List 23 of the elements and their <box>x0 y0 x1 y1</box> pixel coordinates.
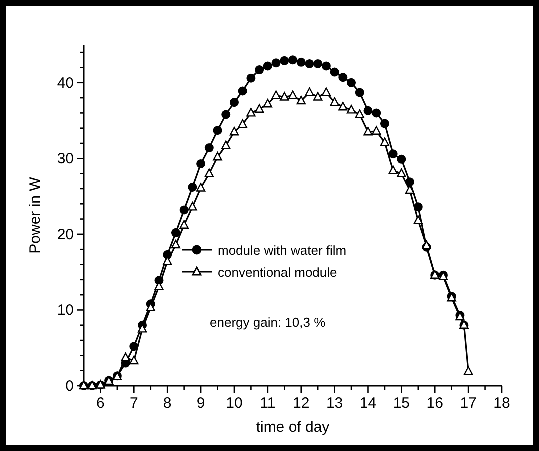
legend-label: conventional module <box>218 265 338 280</box>
x-tick-label: 6 <box>96 395 105 412</box>
x-tick-label: 10 <box>226 395 243 412</box>
x-tick-label: 13 <box>326 395 344 412</box>
x-tick-label: 11 <box>260 395 276 412</box>
x-tick-label: 9 <box>196 395 206 412</box>
y-tick-label: 10 <box>57 302 74 320</box>
x-tick-label: 17 <box>460 395 477 412</box>
y-tick-label: 0 <box>66 378 74 395</box>
x-tick-label: 12 <box>293 395 310 412</box>
x-axis-title: time of day <box>256 419 330 436</box>
legend-label: module with water film <box>218 243 347 258</box>
y-tick-label: 20 <box>57 226 74 244</box>
annotation: energy gain: 10,3 % <box>210 315 326 330</box>
x-tick-label: 16 <box>426 395 444 412</box>
x-tick-label: 18 <box>494 395 510 412</box>
x-tick-label: 15 <box>393 395 410 412</box>
x-tick-label: 7 <box>130 395 138 412</box>
x-tick-label: 14 <box>360 395 377 412</box>
y-tick-label: 30 <box>57 150 74 168</box>
x-tick-label: 8 <box>163 395 172 412</box>
y-axis-title: Power in W <box>27 176 44 254</box>
y-tick-label: 40 <box>57 74 74 92</box>
